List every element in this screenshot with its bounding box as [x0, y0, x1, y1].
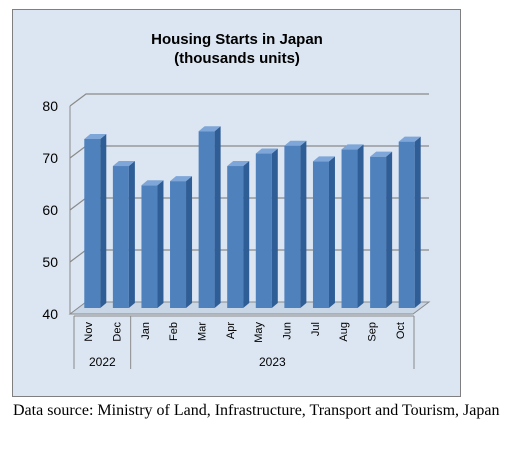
y-tick-label: 40: [42, 306, 58, 322]
bar: [227, 161, 250, 308]
bar: [398, 136, 421, 308]
bar-top: [255, 148, 278, 154]
x-group-label: 2023: [259, 355, 286, 369]
bar-top: [170, 176, 193, 182]
bars: [84, 126, 421, 308]
bar-front: [398, 141, 415, 308]
bar-front: [141, 185, 158, 308]
x-category-label: Dec: [112, 322, 124, 342]
bar-front: [284, 145, 301, 308]
bar-side: [128, 161, 135, 308]
x-category-label: Apr: [225, 322, 237, 339]
bar-front: [170, 181, 187, 308]
bar-front: [198, 131, 215, 308]
bar: [170, 176, 193, 308]
y-tick-label: 50: [42, 254, 58, 270]
bar: [141, 180, 164, 308]
bar-top: [312, 156, 335, 162]
bar-top: [227, 161, 250, 167]
x-category-label: Oct: [395, 322, 407, 339]
bar-side: [414, 136, 421, 308]
bar-front: [255, 153, 272, 308]
bar-side: [300, 140, 307, 308]
chart-subtitle: (thousands units): [174, 50, 300, 67]
bar: [370, 151, 393, 308]
bar-side: [214, 126, 221, 308]
y-axis-ticks: 40 50 60 70 80: [42, 98, 58, 322]
bar-side: [328, 156, 335, 308]
bar-side: [243, 161, 250, 308]
bar: [198, 126, 221, 308]
x-category-label: Sep: [367, 322, 379, 342]
bar-front: [341, 149, 358, 308]
x-category-label: Jul: [310, 322, 322, 336]
bar: [341, 144, 364, 308]
y-tick-label: 80: [42, 98, 58, 114]
bar: [84, 134, 107, 308]
bar: [112, 161, 135, 308]
bar-front: [112, 166, 129, 308]
x-category-label: Nov: [83, 322, 95, 342]
bar-top: [141, 180, 164, 186]
bar-top: [284, 140, 307, 146]
chart-svg: Housing Starts in Japan (thousands units…: [42, 31, 431, 369]
bar-side: [386, 151, 393, 308]
x-category-label: Aug: [338, 322, 350, 342]
bar: [284, 140, 307, 308]
bar-top: [398, 136, 421, 142]
gridline: [69, 93, 429, 107]
data-source-note: Data source: Ministry of Land, Infrastru…: [13, 402, 500, 419]
bar-side: [357, 144, 364, 308]
bar-top: [112, 161, 135, 167]
y-tick-label: 70: [42, 150, 58, 166]
x-axis: Nov Dec Jan Feb Mar Apr May Jun Jul Aug Sep Oct 2022…: [73, 315, 415, 369]
chart-title: Housing Starts in Japan: [151, 31, 323, 48]
bar-front: [227, 166, 244, 308]
x-category-label: Feb: [168, 322, 180, 341]
bar-top: [341, 144, 364, 150]
bar-front: [370, 156, 387, 308]
bar-side: [186, 176, 193, 308]
bar-top: [370, 151, 393, 157]
bar: [312, 156, 335, 308]
bar-side: [271, 148, 278, 308]
x-category-label: Jan: [140, 322, 152, 340]
bar-top: [84, 134, 107, 139]
x-category-label: Jun: [282, 322, 294, 340]
bar-front: [312, 161, 329, 308]
x-group-label: 2022: [89, 355, 116, 369]
y-tick-label: 60: [42, 202, 58, 218]
bar-front: [84, 139, 101, 308]
x-category-label: Mar: [197, 322, 209, 341]
bar-side: [100, 134, 107, 308]
x-category-label: May: [253, 322, 265, 343]
bar-top: [198, 126, 221, 132]
bar: [255, 148, 278, 308]
bar-side: [157, 180, 164, 308]
